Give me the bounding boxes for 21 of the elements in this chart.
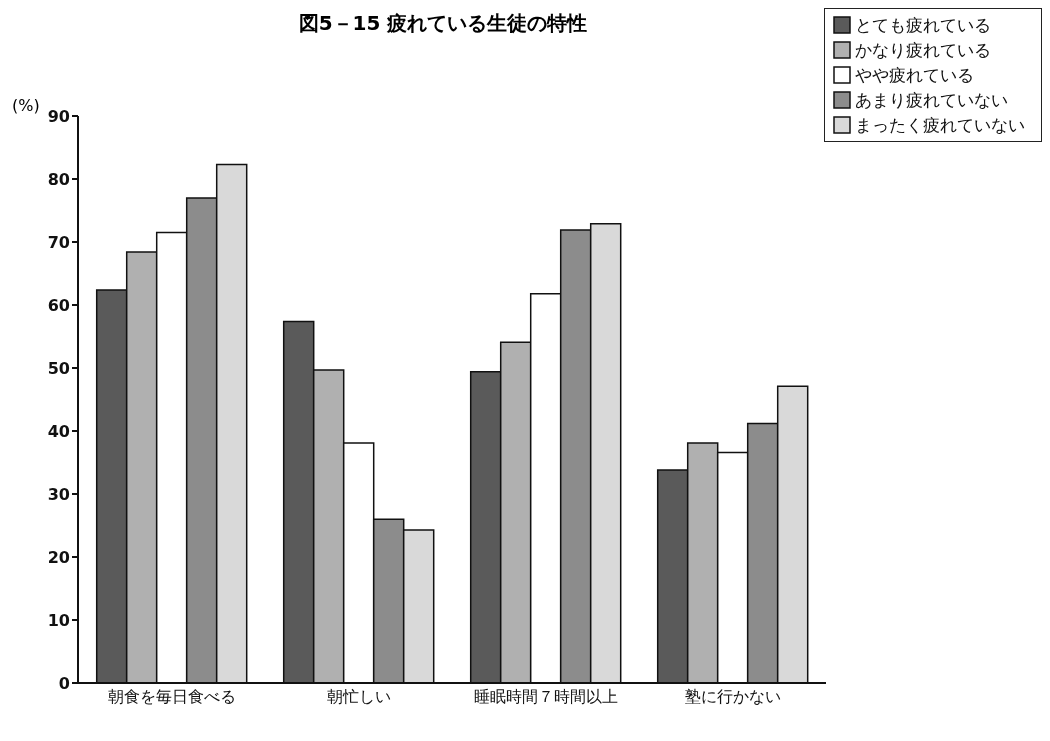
y-tick-label: 80 (47, 169, 70, 189)
y-tick-label: 50 (47, 358, 70, 378)
y-tick-label: 70 (47, 232, 70, 252)
y-tick-label: 0 (58, 673, 70, 693)
legend-label: とても疲れている (855, 14, 991, 36)
y-axis-title: (%) (12, 96, 40, 115)
y-tick-label: 10 (47, 610, 70, 630)
legend-label: やや疲れている (855, 64, 974, 86)
legend-label: まったく疲れていない (855, 114, 1025, 136)
x-tick-label: 朝食を毎日食べる (107, 687, 236, 707)
y-tick-label: 30 (47, 484, 70, 504)
legend-label: あまり疲れていない (855, 89, 1008, 111)
x-tick-label: 朝忙しい (326, 687, 391, 707)
y-tick-label: 60 (47, 295, 70, 315)
x-tick-label: 睡眠時間７時間以上 (473, 687, 618, 707)
y-tick-label: 20 (47, 547, 70, 567)
y-tick-label: 40 (47, 421, 70, 441)
x-tick-label: 塾に行かない (684, 687, 781, 707)
legend-label: かなり疲れている (855, 39, 991, 61)
chart-title: 図5－15 疲れている生徒の特性 (298, 11, 588, 35)
y-tick-label: 90 (47, 106, 70, 126)
